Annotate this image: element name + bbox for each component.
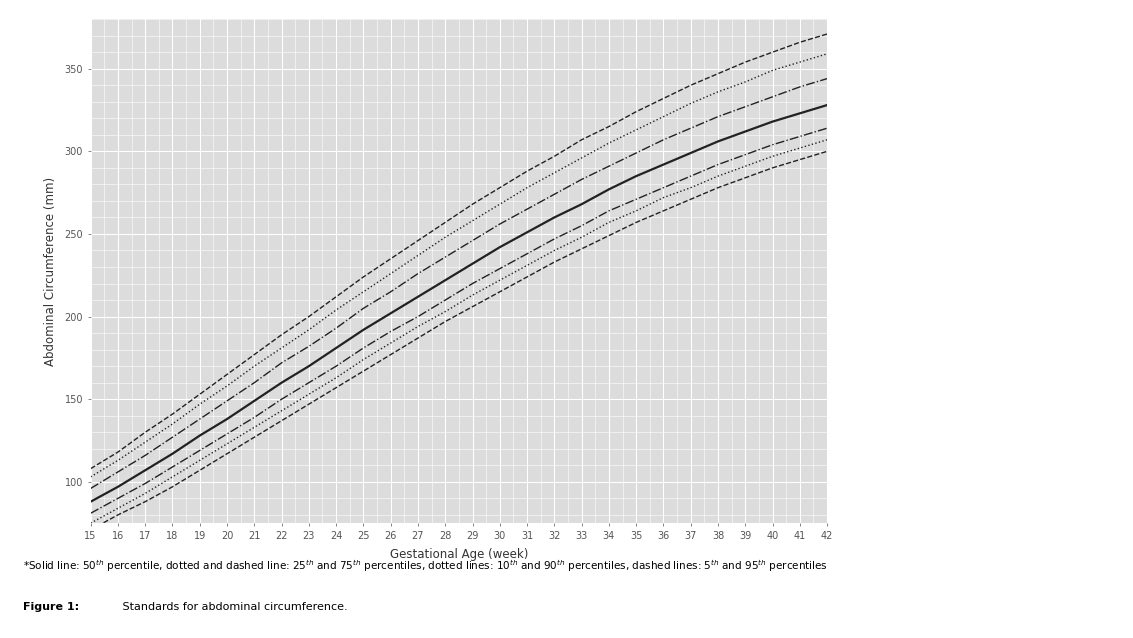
Text: Standards for abdominal circumference.: Standards for abdominal circumference. (119, 602, 348, 612)
Text: *Solid line: 50$^{th}$ percentile, dotted and dashed line: 25$^{th}$ and 75$^{th: *Solid line: 50$^{th}$ percentile, dotte… (23, 558, 827, 574)
Y-axis label: Abdominal Circumference (mm): Abdominal Circumference (mm) (44, 177, 58, 366)
Text: Figure 1:: Figure 1: (23, 602, 79, 612)
X-axis label: Gestational Age (week): Gestational Age (week) (390, 548, 528, 561)
